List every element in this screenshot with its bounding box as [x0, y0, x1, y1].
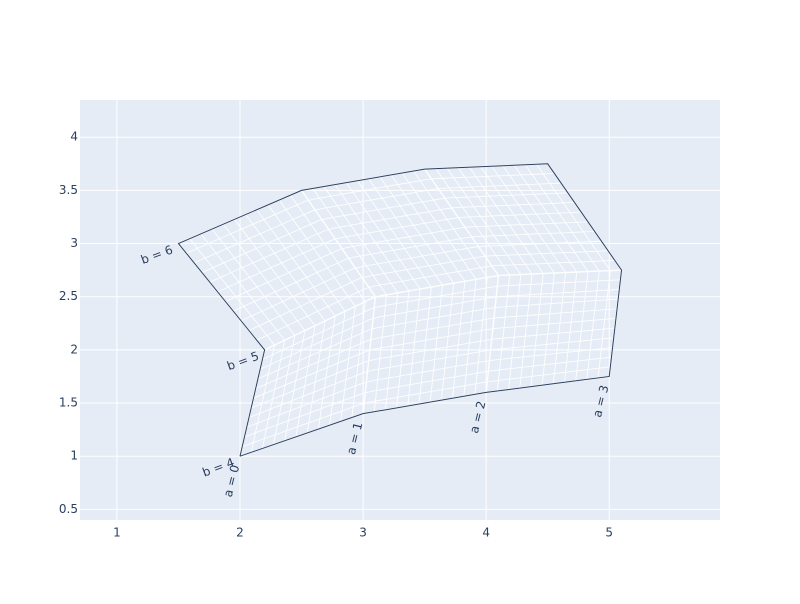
gridlines: [80, 100, 720, 520]
x-tick-label: 1: [113, 526, 121, 540]
b-gridline: [246, 347, 613, 428]
x-tick-label: 3: [359, 526, 367, 540]
b-gridline: [233, 231, 595, 312]
y-axis-tick-labels: 0.5 1 1.5 2 2.5 3 3.5 4: [59, 130, 78, 516]
b-gridline: [217, 211, 582, 293]
y-tick-label: 1.5: [59, 396, 78, 410]
b-gridline: [259, 289, 620, 370]
y-tick-label: 1: [70, 449, 78, 463]
b-gridline: [240, 240, 602, 322]
b-gridline: [201, 192, 568, 273]
x-tick-label: 2: [236, 526, 244, 540]
y-tick-label: 0.5: [59, 502, 78, 516]
b-gridline: [253, 318, 616, 399]
b-gridline: [225, 221, 588, 302]
y-tick-label: 3: [70, 236, 78, 250]
y-tick-label: 3.5: [59, 183, 78, 197]
y-tick-label: 2: [70, 342, 78, 356]
b-gridline: [257, 298, 619, 380]
carpet-boundary-line: [177, 163, 623, 457]
b-gridline: [242, 366, 611, 447]
b-gridline: [186, 173, 555, 254]
x-tick-label: 5: [605, 526, 613, 540]
b-gridline: [248, 337, 614, 418]
b-gridline: [255, 308, 618, 389]
y-tick-label: 2.5: [59, 289, 78, 303]
y-tick-label: 4: [70, 130, 78, 144]
b-gridline: [256, 260, 615, 341]
plot-background: [80, 100, 720, 520]
b-gridline: [262, 279, 621, 360]
b-gridline: [193, 182, 562, 264]
carpet-boundary: [177, 163, 623, 457]
b-gridline: [209, 202, 575, 283]
x-tick-label: 4: [482, 526, 490, 540]
b-gridline: [264, 269, 622, 351]
b-gridline: [244, 356, 612, 438]
x-axis-tick-labels: 1 2 3 4 5: [113, 526, 613, 540]
b-gridline: [251, 327, 615, 409]
b-gridline: [248, 250, 609, 331]
